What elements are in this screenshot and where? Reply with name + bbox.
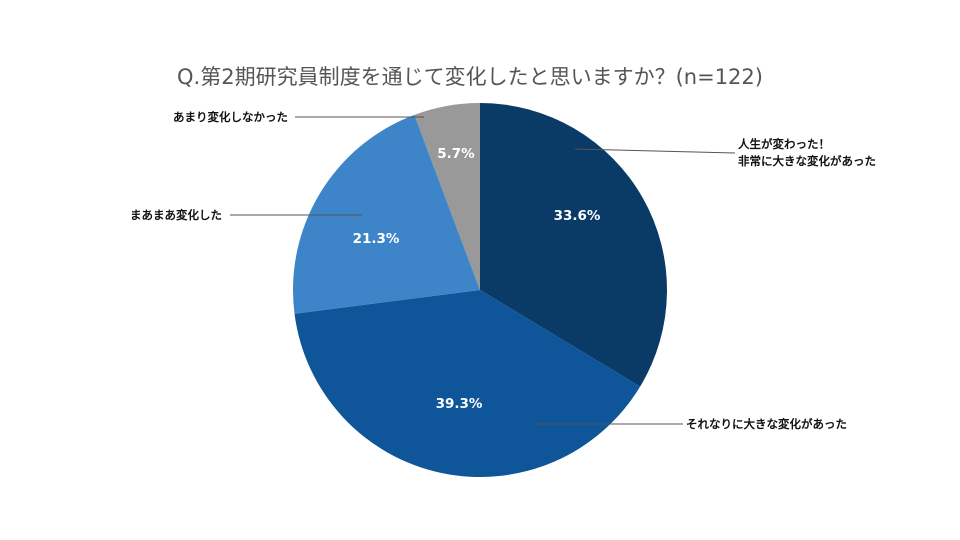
slice-label-2: それなりに大きな変化があった [686,417,847,431]
slice-label-1: 人生が変わった！非常に大きな変化があった [738,137,876,168]
leader-line-1 [574,148,736,154]
leader-lines [230,116,736,425]
percent-label-2: 39.3% [436,396,483,412]
percent-label-3: 21.3% [353,231,400,247]
pie-slices [292,103,667,478]
slice-label-3: まあまあ変化した [130,208,222,222]
pie-slice-1 [480,103,667,387]
chart-title: Q.第2期研究員制度を通じて変化したと思いますか？(n=122) [177,65,763,89]
pie-slice-4 [414,103,480,290]
percent-label-1: 33.6% [554,208,601,224]
percent-label-4: 5.7% [437,146,475,162]
pie-slice-3 [292,114,480,314]
slice-label-4: あまり変化しなかった [173,110,288,124]
percent-labels: 33.6% 39.3% 21.3% 5.7% [353,146,601,412]
pie-slice-2 [294,290,641,478]
